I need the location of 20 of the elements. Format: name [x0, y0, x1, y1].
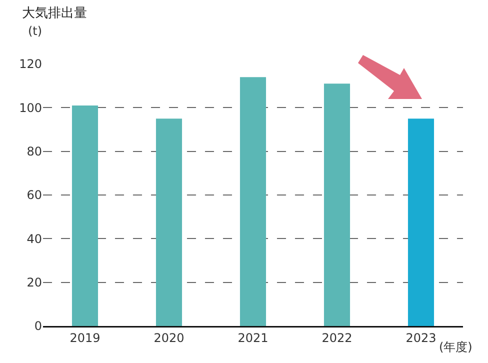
bar	[408, 118, 434, 326]
x-tick-label: 2022	[322, 330, 352, 345]
bar	[240, 77, 266, 326]
y-tick-label: 100	[19, 100, 42, 115]
y-tick-label: 0	[34, 319, 42, 334]
x-tick-label: 2023	[406, 330, 436, 345]
bar	[156, 118, 182, 326]
x-tick-label: 2019	[70, 330, 100, 345]
y-tick-label: 40	[26, 232, 42, 246]
bar	[72, 105, 98, 326]
y-tick-label: 80	[26, 144, 42, 159]
x-axis-title: (年度)	[439, 340, 472, 354]
bar	[324, 84, 350, 326]
chart-title: 大気排出量	[22, 6, 87, 22]
y-tick-label: 20	[26, 276, 42, 290]
y-tick-label: 120	[19, 57, 42, 72]
y-axis-title: (t)	[28, 24, 42, 38]
x-tick-label: 2020	[154, 330, 184, 345]
y-tick-label: 60	[26, 188, 42, 202]
x-tick-label: 2021	[238, 330, 268, 345]
